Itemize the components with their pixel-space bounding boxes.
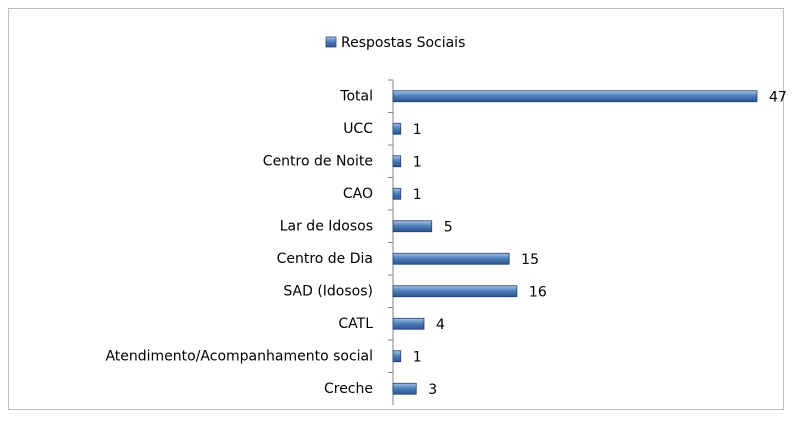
value-label: 1	[413, 154, 422, 170]
category-label: Total	[339, 88, 373, 104]
bar	[392, 187, 402, 200]
value-label: 4	[436, 317, 445, 333]
value-label: 15	[521, 252, 539, 268]
value-label: 1	[413, 122, 422, 138]
category-label: CAO	[343, 186, 373, 202]
value-label: 1	[413, 349, 422, 365]
category-label: UCC	[343, 121, 373, 137]
category-label: Atendimento/Acompanhamento social	[105, 348, 373, 364]
bar	[392, 382, 417, 395]
category-label: Centro de Dia	[277, 251, 373, 267]
bar	[392, 220, 433, 233]
value-label: 16	[529, 284, 547, 300]
value-label: 47	[769, 89, 787, 105]
bar	[392, 90, 758, 103]
category-label: CATL	[338, 316, 373, 332]
bar	[392, 155, 402, 168]
category-label: Lar de Idosos	[280, 218, 373, 234]
category-label: SAD (Idosos)	[283, 283, 373, 299]
legend-swatch	[325, 36, 337, 48]
chart-frame	[8, 8, 784, 410]
legend-label: Respostas Sociais	[341, 35, 465, 51]
bar	[392, 350, 402, 363]
category-label: Creche	[324, 381, 373, 397]
bar	[392, 317, 425, 330]
bar	[392, 252, 510, 265]
bar	[392, 122, 402, 135]
value-label: 1	[413, 187, 422, 203]
bar	[392, 285, 518, 298]
value-label: 5	[444, 219, 453, 235]
category-label: Centro de Noite	[263, 153, 373, 169]
value-label: 3	[428, 382, 437, 398]
